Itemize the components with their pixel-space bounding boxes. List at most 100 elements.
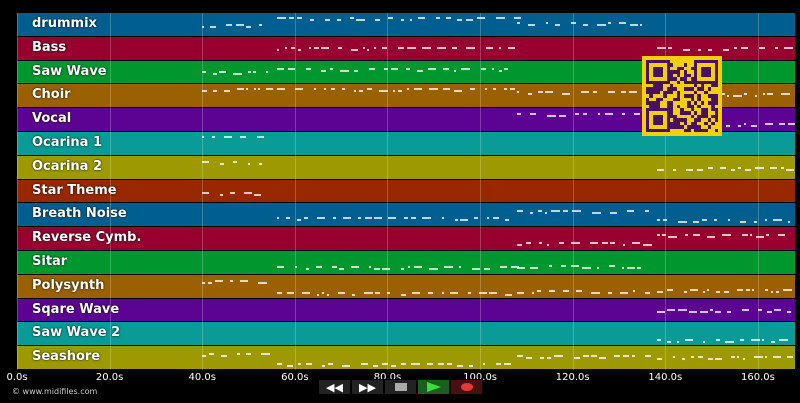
note-mark: [630, 24, 638, 26]
note-mark: [340, 69, 349, 72]
note-mark: [771, 290, 773, 293]
track-row[interactable]: Bass: [17, 36, 795, 60]
note-mark: [591, 291, 600, 294]
track-label: Saw Wave: [32, 63, 107, 79]
gridline: [480, 13, 482, 370]
note-mark: [526, 242, 531, 245]
note-mark: [387, 291, 390, 294]
note-mark: [614, 355, 620, 358]
play-button[interactable]: [417, 379, 450, 395]
note-mark: [698, 48, 701, 51]
note-mark: [414, 266, 422, 268]
note-mark: [393, 90, 395, 93]
track-row[interactable]: Star Theme: [17, 179, 795, 203]
note-mark: [530, 113, 536, 116]
note-mark: [728, 219, 730, 222]
gridline: [17, 13, 18, 370]
note-mark: [369, 67, 375, 70]
note-mark: [401, 293, 406, 296]
note-mark: [202, 281, 205, 284]
note-mark: [338, 291, 345, 294]
note-mark: [773, 219, 782, 222]
track-row[interactable]: Sitar: [17, 251, 795, 274]
note-mark: [306, 363, 312, 366]
note-mark: [640, 24, 642, 26]
note-mark: [504, 88, 507, 91]
note-mark: [539, 242, 542, 245]
note-mark: [549, 265, 552, 267]
note-mark: [583, 24, 588, 26]
track-row[interactable]: Seashore: [17, 346, 795, 369]
note-mark: [246, 26, 251, 28]
note-mark: [289, 17, 294, 19]
note-mark: [384, 67, 388, 70]
fast-forward-button[interactable]: ▶▶: [351, 379, 384, 395]
track-row[interactable]: Saw Wave: [17, 60, 795, 84]
record-button[interactable]: [450, 379, 483, 395]
note-mark: [486, 46, 493, 49]
note-mark: [788, 123, 795, 126]
note-mark: [598, 113, 600, 116]
note-mark: [708, 358, 713, 361]
note-mark: [361, 363, 368, 366]
note-mark: [321, 69, 326, 72]
track-row[interactable]: Breath Noise: [17, 203, 795, 227]
stop-button[interactable]: [384, 379, 417, 395]
note-mark: [657, 310, 665, 313]
note-mark: [407, 88, 409, 91]
note-mark: [316, 266, 322, 268]
note-mark: [474, 217, 478, 220]
note-mark: [700, 310, 708, 313]
track-row[interactable]: Ocarina 1: [17, 132, 795, 155]
note-mark: [496, 363, 501, 366]
note-mark: [733, 95, 742, 98]
note-mark: [202, 191, 209, 194]
note-mark: [686, 168, 693, 171]
track-label: Sqare Wave: [32, 301, 120, 317]
note-mark: [202, 136, 204, 138]
note-mark: [230, 279, 233, 282]
note-mark: [446, 17, 451, 19]
note-mark: [374, 217, 382, 220]
note-mark: [537, 289, 541, 292]
note-mark: [592, 212, 601, 215]
note-mark: [608, 291, 612, 294]
note-mark: [574, 357, 580, 360]
transport-controls: ◀◀ ▶▶: [318, 379, 483, 395]
note-mark: [484, 268, 490, 270]
note-mark: [765, 123, 773, 126]
note-mark: [608, 91, 615, 94]
note-mark: [246, 353, 251, 356]
note-mark: [277, 291, 282, 294]
note-mark: [309, 46, 311, 49]
track-row[interactable]: Saw Wave 2: [17, 322, 795, 346]
note-mark: [726, 125, 730, 128]
note-mark: [597, 24, 606, 26]
note-mark: [410, 19, 412, 21]
track-row[interactable]: Choir: [17, 84, 795, 108]
track-label: drummix: [32, 16, 97, 31]
note-mark: [663, 219, 667, 222]
track-row[interactable]: Reverse Cymb.: [17, 227, 795, 250]
note-mark: [427, 363, 433, 366]
track-label: Seashore: [32, 349, 101, 365]
note-mark: [230, 191, 235, 194]
note-mark: [657, 168, 664, 171]
note-mark: [622, 267, 624, 269]
rewind-button[interactable]: ◀◀: [318, 379, 351, 395]
track-row[interactable]: drummix: [17, 13, 795, 36]
track-row[interactable]: Ocarina 2: [17, 155, 795, 179]
tick-label: 140.0s: [648, 372, 683, 383]
note-mark: [363, 46, 365, 49]
note-mark: [302, 291, 310, 294]
note-mark: [364, 291, 373, 294]
note-mark: [457, 19, 462, 21]
note-mark: [367, 48, 369, 51]
note-mark: [342, 88, 345, 91]
note-mark: [514, 17, 521, 19]
record-icon: [460, 383, 473, 391]
track-row[interactable]: Polysynth: [17, 274, 795, 298]
note-mark: [517, 113, 521, 116]
track-row[interactable]: Sqare Wave: [17, 298, 795, 322]
note-mark: [332, 266, 337, 268]
